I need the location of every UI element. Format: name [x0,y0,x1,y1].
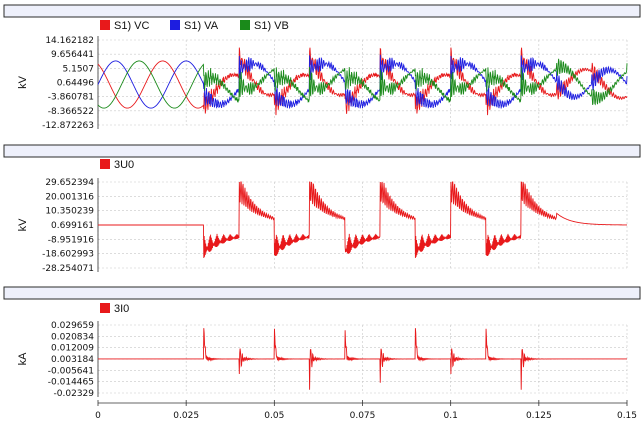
series-line-s1-va [97,54,628,109]
x-tick-label: 0.025 [173,411,199,421]
x-tick-label: 0.15 [617,411,637,421]
y-tick-label: 10.350239 [45,207,94,217]
series-line-3i0 [98,328,627,390]
y-tick-label: 0.699161 [51,221,94,231]
legend-label-1: 3U0 [114,159,134,171]
panel-title-bar [3,4,641,18]
y-tick-label: 5.1507 [63,64,95,74]
y-tick-label: -8.366522 [48,107,94,117]
legend-swatch-3 [240,20,250,30]
x-tick-label: 0.075 [350,411,376,421]
y-axis-label: kV [17,75,29,89]
legend-swatch-1 [100,303,110,313]
chart-panel-1: S1) VC S1) VA S1) VB 14.162182 9.656441 5.150… [3,4,641,131]
series-line-s1-vb [97,58,628,109]
y-tick-label: 14.162182 [45,36,94,46]
panel-title-bar [3,144,641,158]
y-tick-label: 29.652394 [45,178,94,188]
y-tick-label: -8.951916 [48,235,94,245]
y-axis-label: kA [17,352,29,366]
legend-label-1: S1) VC [114,20,150,32]
y-tick-label: 0.64496 [57,79,94,89]
y-tick-label: -3.860781 [48,93,94,103]
y-tick-label: -0.02329 [54,389,95,399]
x-tick-label: 0.125 [526,411,552,421]
y-tick-label: -28.254071 [42,264,94,274]
panel-title-bar [3,286,641,300]
legend-label-3: S1) VB [254,20,289,32]
y-tick-label: -18.602993 [42,250,94,260]
y-tick-label: 0.020834 [51,332,94,342]
series-line-3u0 [98,181,627,258]
legend-label-2: S1) VA [184,20,219,32]
chart-panel-2: 3U0 29.652394 20.001316 10.350239 0.699161 -8… [3,144,641,274]
y-axis-label: kV [17,218,29,232]
x-tick-label: 0.1 [444,411,458,421]
x-axis: 0 0.025 0.05 0.075 0.1 0.125 0.15 [95,400,637,421]
y-tick-label: -0.005641 [48,366,94,376]
x-tick-label: 0.05 [264,411,284,421]
y-tick-label: 0.012009 [51,344,94,354]
y-tick-label: -0.014465 [48,378,94,388]
x-tick-label: 0 [95,411,101,421]
y-tick-label: -12.872263 [42,121,94,131]
legend-label-1: 3I0 [114,303,129,315]
y-tick-label: 20.001316 [45,192,94,202]
y-tick-label: 0.029659 [51,321,94,331]
legend-swatch-2 [170,20,180,30]
legend-swatch-1 [100,20,110,30]
legend-swatch-1 [100,159,110,169]
y-tick-label: 0.003184 [51,355,94,365]
y-tick-label: 9.656441 [51,50,94,60]
